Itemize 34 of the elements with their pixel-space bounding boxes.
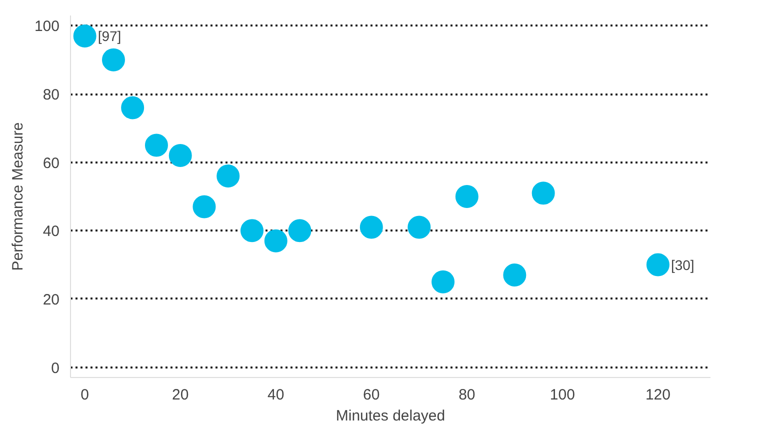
- point: [240, 219, 264, 242]
- y-tick-label: 20: [42, 291, 60, 308]
- point: [73, 24, 96, 48]
- point: [503, 264, 526, 287]
- point: [646, 253, 670, 276]
- point: [192, 195, 216, 218]
- point: [455, 185, 478, 208]
- y-tick-label: 80: [42, 86, 60, 104]
- annotation: [97]: [98, 28, 122, 44]
- x-tick-label: 120: [645, 386, 670, 404]
- point: [360, 216, 383, 239]
- y-tick-label: 40: [42, 223, 60, 240]
- x-tick-label: 40: [268, 386, 284, 404]
- point: [532, 182, 555, 205]
- x-tick-label: 80: [458, 386, 476, 404]
- annotation: [30]: [670, 256, 694, 273]
- y-tick-label: 0: [51, 360, 60, 377]
- point: [264, 229, 288, 252]
- x-axis-title: Minutes delayed: [336, 408, 446, 424]
- point: [121, 96, 144, 120]
- y-axis-title: Performance Measure: [9, 122, 26, 271]
- point: [102, 48, 125, 72]
- x-tick-label: 60: [363, 386, 380, 404]
- x-tick-label: 100: [550, 386, 575, 404]
- point: [432, 270, 455, 294]
- x-tick-label: 20: [172, 386, 189, 404]
- point: [408, 216, 431, 239]
- y-tick-label: 100: [34, 18, 60, 36]
- y-tick-label: 60: [42, 154, 60, 172]
- x-tick-label: 0: [80, 386, 89, 404]
- point: [144, 134, 168, 157]
- point: [168, 144, 192, 167]
- point: [288, 219, 312, 242]
- point: [216, 164, 240, 188]
